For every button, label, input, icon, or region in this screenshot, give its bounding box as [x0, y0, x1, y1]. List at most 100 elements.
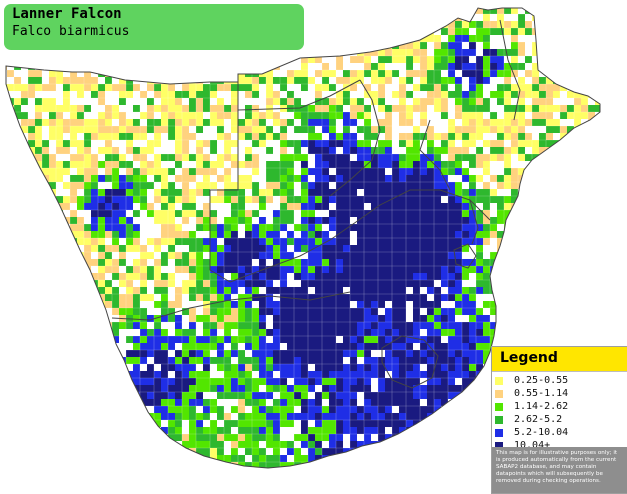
occupancy-cell — [231, 126, 238, 133]
occupancy-cell — [161, 329, 168, 336]
occupancy-cell — [455, 322, 462, 329]
occupancy-cell — [70, 182, 77, 189]
occupancy-cell — [126, 119, 133, 126]
occupancy-cell — [140, 147, 147, 154]
occupancy-cell — [182, 217, 189, 224]
occupancy-cell — [343, 168, 350, 175]
occupancy-cell — [364, 343, 371, 350]
occupancy-cell — [210, 259, 217, 266]
occupancy-cell — [238, 245, 245, 252]
occupancy-cell — [525, 84, 532, 91]
occupancy-cell — [476, 175, 483, 182]
occupancy-cell — [84, 231, 91, 238]
map-legend: Legend 0.25-0.55 0.55-1.14 1.14-2.62 2.6… — [491, 346, 627, 494]
occupancy-cell — [315, 252, 322, 259]
occupancy-cell — [217, 259, 224, 266]
occupancy-cell — [140, 189, 147, 196]
occupancy-cell — [238, 266, 245, 273]
occupancy-cell — [210, 294, 217, 301]
occupancy-cell — [441, 224, 448, 231]
occupancy-cell — [84, 168, 91, 175]
occupancy-cell — [168, 182, 175, 189]
occupancy-cell — [420, 119, 427, 126]
occupancy-cell — [378, 343, 385, 350]
occupancy-cell — [504, 119, 511, 126]
occupancy-cell — [70, 126, 77, 133]
occupancy-cell — [350, 203, 357, 210]
occupancy-cell — [455, 77, 462, 84]
occupancy-cell — [455, 49, 462, 56]
occupancy-cell — [420, 224, 427, 231]
occupancy-cell — [560, 112, 567, 119]
occupancy-cell — [238, 392, 245, 399]
occupancy-cell — [581, 98, 588, 105]
occupancy-cell — [371, 392, 378, 399]
occupancy-cell — [357, 126, 364, 133]
occupancy-cell — [238, 420, 245, 427]
occupancy-cell — [336, 308, 343, 315]
occupancy-cell — [140, 378, 147, 385]
occupancy-cell — [168, 378, 175, 385]
occupancy-cell — [441, 91, 448, 98]
occupancy-cell — [497, 217, 504, 224]
occupancy-cell — [182, 392, 189, 399]
occupancy-cell — [301, 413, 308, 420]
occupancy-cell — [462, 189, 469, 196]
occupancy-cell — [308, 119, 315, 126]
occupancy-cell — [413, 175, 420, 182]
occupancy-cell — [252, 378, 259, 385]
occupancy-cell — [294, 287, 301, 294]
occupancy-cell — [21, 126, 28, 133]
occupancy-cell — [238, 126, 245, 133]
occupancy-cell — [462, 371, 469, 378]
occupancy-cell — [308, 259, 315, 266]
occupancy-cell — [427, 273, 434, 280]
occupancy-cell — [231, 98, 238, 105]
occupancy-cell — [574, 119, 581, 126]
occupancy-cell — [392, 399, 399, 406]
occupancy-cell — [441, 308, 448, 315]
occupancy-cell — [371, 371, 378, 378]
occupancy-cell — [357, 308, 364, 315]
occupancy-cell — [392, 413, 399, 420]
occupancy-cell — [259, 133, 266, 140]
occupancy-cell — [210, 238, 217, 245]
occupancy-cell — [189, 112, 196, 119]
occupancy-cell — [399, 56, 406, 63]
occupancy-cell — [63, 196, 70, 203]
occupancy-cell — [455, 231, 462, 238]
border-limpopo-mozambique — [469, 199, 479, 245]
occupancy-cell — [259, 112, 266, 119]
occupancy-cell — [245, 413, 252, 420]
occupancy-cell — [280, 224, 287, 231]
occupancy-cell — [504, 210, 511, 217]
occupancy-cell — [154, 329, 161, 336]
occupancy-cell — [259, 406, 266, 413]
occupancy-cell — [245, 77, 252, 84]
occupancy-cell — [287, 343, 294, 350]
occupancy-cell — [350, 98, 357, 105]
occupancy-cell — [490, 28, 497, 35]
occupancy-cell — [329, 406, 336, 413]
occupancy-cell — [63, 126, 70, 133]
occupancy-cell — [238, 301, 245, 308]
occupancy-cell — [280, 371, 287, 378]
occupancy-cell — [210, 322, 217, 329]
occupancy-cell — [427, 84, 434, 91]
occupancy-cell — [154, 238, 161, 245]
occupancy-cell — [182, 175, 189, 182]
occupancy-cell — [301, 161, 308, 168]
occupancy-cell — [413, 315, 420, 322]
occupancy-cell — [224, 168, 231, 175]
occupancy-cell — [84, 140, 91, 147]
occupancy-cell — [84, 77, 91, 84]
occupancy-cell — [91, 119, 98, 126]
occupancy-cell — [98, 189, 105, 196]
occupancy-cell — [434, 378, 441, 385]
occupancy-cell — [364, 329, 371, 336]
occupancy-cell — [168, 301, 175, 308]
occupancy-cell — [357, 182, 364, 189]
occupancy-cell — [21, 119, 28, 126]
occupancy-cell — [133, 308, 140, 315]
occupancy-cell — [161, 308, 168, 315]
